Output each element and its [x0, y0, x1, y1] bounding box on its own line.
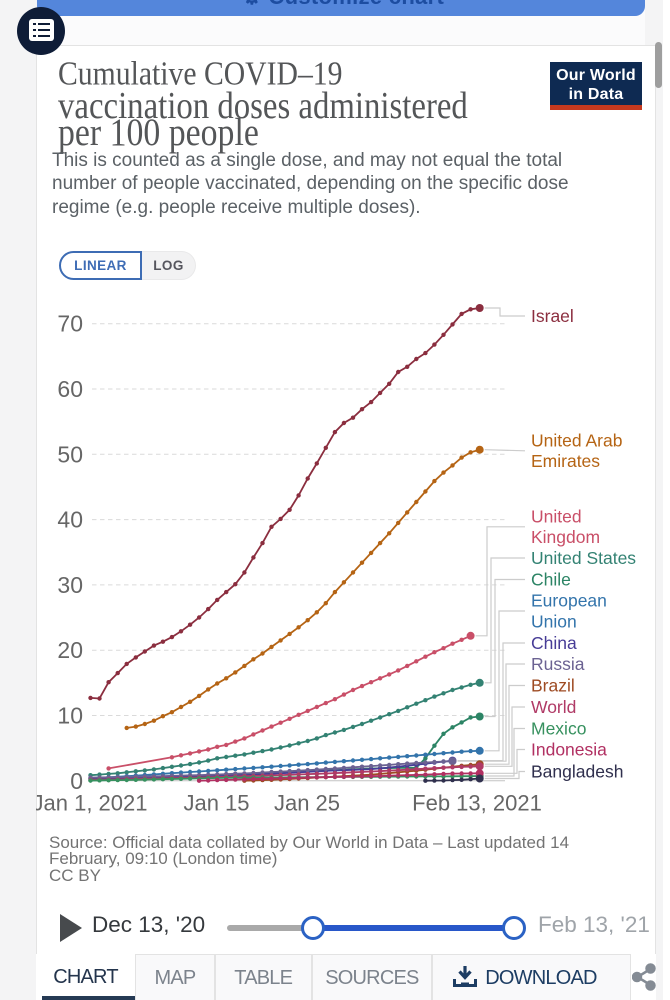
svg-text:World: World — [531, 697, 576, 717]
svg-text:Jan 25: Jan 25 — [274, 791, 340, 816]
svg-text:Jan 1, 2021: Jan 1, 2021 — [36, 791, 147, 816]
svg-text:20: 20 — [57, 637, 83, 663]
svg-text:10: 10 — [57, 703, 83, 729]
svg-text:Emirates: Emirates — [531, 451, 600, 471]
svg-text:0: 0 — [70, 768, 83, 794]
svg-text:United: United — [531, 507, 582, 527]
svg-text:Mexico: Mexico — [531, 719, 586, 739]
svg-text:40: 40 — [57, 507, 83, 533]
svg-text:Israel: Israel — [531, 306, 574, 326]
svg-text:Jan 15: Jan 15 — [183, 791, 249, 816]
svg-text:Kingdom: Kingdom — [531, 527, 600, 547]
svg-text:70: 70 — [57, 311, 83, 337]
svg-text:Indonesia: Indonesia — [531, 740, 607, 760]
svg-text:Bangladesh: Bangladesh — [531, 762, 623, 782]
svg-text:United States: United States — [531, 548, 636, 568]
svg-text:Brazil: Brazil — [531, 676, 575, 696]
svg-text:European: European — [531, 591, 607, 611]
svg-text:Union: Union — [531, 612, 577, 632]
svg-text:Chile: Chile — [531, 570, 571, 590]
svg-text:50: 50 — [57, 441, 83, 467]
svg-text:60: 60 — [57, 376, 83, 402]
svg-text:30: 30 — [57, 572, 83, 598]
svg-text:Feb 13, 2021: Feb 13, 2021 — [412, 791, 542, 816]
svg-text:United Arab: United Arab — [531, 431, 622, 451]
svg-text:China: China — [531, 633, 577, 653]
svg-text:Russia: Russia — [531, 654, 585, 674]
